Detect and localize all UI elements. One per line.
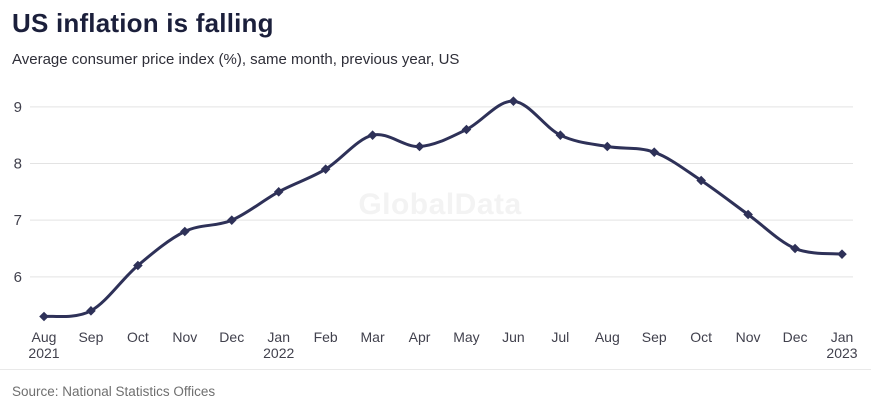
x-tick-label: Sep — [78, 329, 103, 345]
data-point-marker — [414, 141, 425, 152]
data-point-marker — [790, 243, 800, 254]
y-tick-label: 9 — [14, 99, 22, 116]
x-tick-label: Aug — [595, 329, 620, 345]
data-point-marker — [133, 260, 143, 271]
line-chart-area: GlobalData 6 7 8 9 Aug 2021 Sep Oct Nov Dec Jan 202… — [0, 85, 871, 365]
page-subtitle: Average consumer price index (%), same m… — [12, 50, 460, 68]
x-tick-label: Feb — [314, 329, 338, 345]
x-tick-label: Jan — [831, 329, 854, 345]
x-tick-label: Oct — [690, 329, 712, 345]
y-tick-label: 6 — [14, 269, 22, 286]
x-tick-label: Mar — [361, 329, 385, 345]
y-tick-label: 7 — [14, 212, 22, 229]
data-point-marker — [39, 311, 49, 322]
data-point-marker — [602, 141, 613, 152]
x-tick-label: Sep — [642, 329, 667, 345]
x-tick-label: Jan — [267, 329, 290, 345]
data-point-marker — [649, 147, 660, 157]
data-point-marker — [837, 249, 847, 259]
x-tick-label: Apr — [409, 329, 431, 345]
x-tick-year-label: 2021 — [28, 345, 59, 361]
data-point-marker — [461, 124, 472, 135]
x-tick-label: Jul — [551, 329, 569, 345]
data-point-marker — [508, 96, 519, 106]
data-point-marker — [367, 130, 378, 140]
data-point-marker — [743, 209, 753, 220]
data-point-marker — [86, 306, 96, 316]
x-tick-label: Aug — [32, 329, 57, 345]
footer-divider — [0, 369, 871, 370]
y-tick-label: 8 — [14, 156, 22, 173]
x-tick-year-label: 2022 — [263, 345, 294, 361]
source-text: Source: National Statistics Offices — [12, 384, 216, 399]
x-tick-label: Oct — [127, 329, 149, 345]
chart-header: US inflation is falling Average consumer… — [0, 0, 871, 85]
data-point-marker — [226, 215, 237, 225]
data-point-marker — [180, 226, 190, 237]
chart-footer: Source: National Statistics Offices — [0, 370, 871, 399]
x-tick-year-label: 2023 — [826, 345, 857, 361]
data-line — [42, 99, 844, 319]
x-tick-label: Dec — [783, 329, 808, 345]
x-tick-label: Nov — [172, 329, 197, 345]
page-title: US inflation is falling — [12, 8, 274, 38]
data-point-marker — [696, 175, 706, 186]
x-tick-label: Nov — [736, 329, 761, 345]
x-tick-label: May — [453, 329, 479, 345]
x-tick-label: Dec — [219, 329, 244, 345]
x-tick-label: Jun — [502, 329, 525, 345]
